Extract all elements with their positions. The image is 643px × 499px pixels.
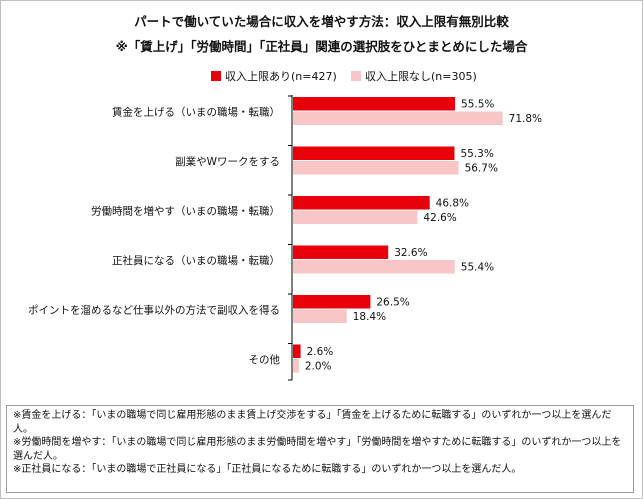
- legend-swatch-series-1: [211, 71, 221, 81]
- bar-series-2: [293, 111, 503, 125]
- legend-label-series-2: 収入上限なし(n=305): [365, 70, 477, 83]
- footnote: ※正社員になる：「いまの職場で正社員になる」「正社員になるために転職する」のいず…: [13, 464, 522, 475]
- data-label: 26.5%: [376, 297, 409, 309]
- legend-item-series-2: 収入上限なし(n=305): [351, 68, 477, 84]
- bar-series-1: [293, 344, 301, 358]
- category-label: 正社員になる（いまの職場・転職）: [112, 254, 280, 267]
- bar-chart: 賃金を上げる（いまの職場・転職） 55.5% 71.8% 副業やWワークをする 55.3…: [28, 95, 542, 381]
- legend-label-series-1: 収入上限あり(n=427): [225, 70, 337, 83]
- data-label: 2.0%: [305, 361, 332, 373]
- bar-series-1: [293, 245, 389, 259]
- bar-series-2: [293, 260, 455, 274]
- category-label: ポイントを溜めるなど仕事以外の方法で副収入を得る: [28, 304, 280, 317]
- data-label: 32.6%: [394, 247, 427, 259]
- legend-swatch-series-2: [351, 71, 361, 81]
- bar-series-1: [293, 146, 455, 160]
- bar-series-1: [293, 196, 430, 210]
- data-label: 71.8%: [509, 113, 542, 125]
- bar-series-2: [293, 359, 299, 373]
- data-label: 55.5%: [461, 99, 494, 111]
- footnote: ※賃金を上げる：「いまの職場で同じ雇用形態のまま賃上げ交渉をする」「賃金を上げる…: [13, 410, 612, 435]
- footnotes-box: ※賃金を上げる：「いまの職場で同じ雇用形態のまま賃上げ交渉をする」「賃金を上げる…: [6, 405, 634, 493]
- data-label: 46.8%: [436, 198, 469, 210]
- chart-title: パートで働いていた場合に収入を増やす方法：収入上限有無別比較: [134, 14, 509, 29]
- data-label: 18.4%: [353, 311, 386, 323]
- data-label: 55.3%: [460, 148, 493, 160]
- data-label: 42.6%: [423, 212, 456, 224]
- category-label: その他: [249, 353, 281, 366]
- category-label: 副業やWワークをする: [175, 155, 280, 168]
- legend-item-series-1: 収入上限あり(n=427): [211, 68, 337, 84]
- category-label: 賃金を上げる（いまの職場・転職）: [112, 106, 280, 119]
- data-label: 2.6%: [307, 346, 334, 358]
- footnote: ※労働時間を増やす：「いまの職場で同じ雇用形態のまま労働時間を増やす」「労働時間…: [13, 437, 622, 462]
- bar-series-2: [293, 210, 418, 224]
- data-label: 56.7%: [465, 163, 498, 175]
- bar-series-2: [293, 309, 347, 323]
- bar-series-1: [293, 295, 371, 309]
- category-label: 労働時間を増やす（いまの職場・転職）: [91, 205, 280, 218]
- chart-subtitle: ※「賃上げ」「労働時間」「正社員」関連の選択肢をひとまとめにした場合: [115, 39, 528, 54]
- bar-series-2: [293, 161, 459, 175]
- data-label: 55.4%: [461, 262, 494, 274]
- bar-series-1: [293, 97, 456, 111]
